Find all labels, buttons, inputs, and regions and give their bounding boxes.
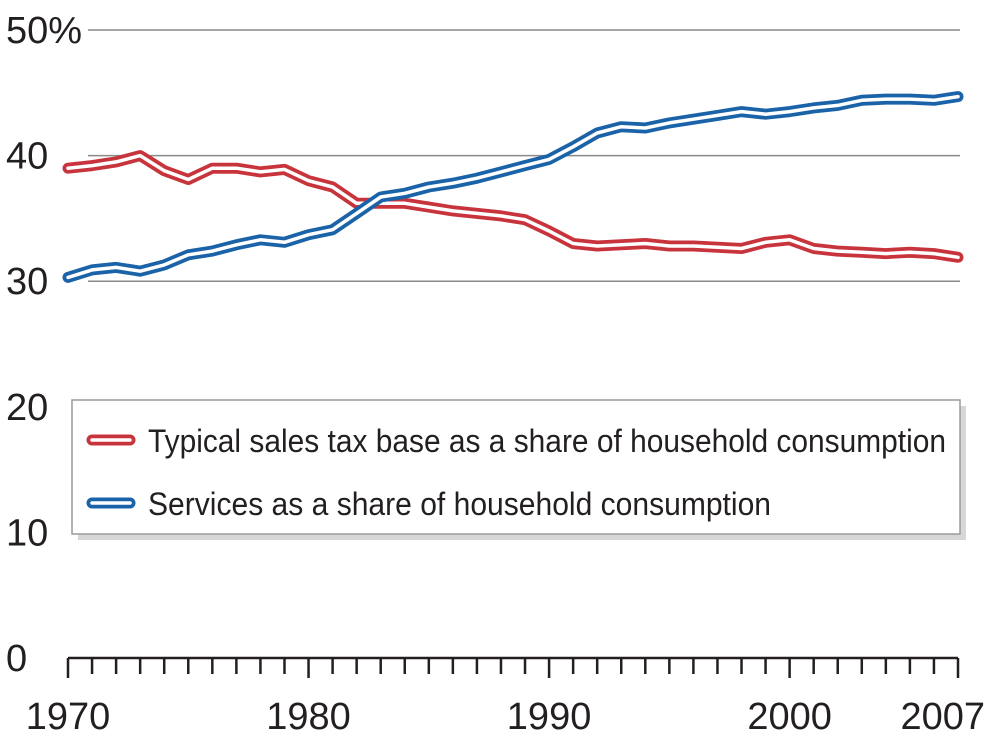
y-tick-label: 40: [6, 136, 48, 178]
legend-box: [71, 399, 961, 535]
series-line-1: [62, 150, 964, 263]
x-axis: 1970 1980 1990 2000 2007: [26, 656, 985, 738]
series-lines: [62, 91, 964, 283]
legend-label: Services as a share of household consump…: [148, 486, 771, 522]
legend-item: Services as a share of household consump…: [86, 486, 771, 522]
series-stroke-inner: [66, 153, 960, 260]
y-tick-label: 0: [6, 638, 27, 680]
x-tick-label: 2000: [747, 696, 832, 738]
series-stroke-inner: [66, 94, 960, 280]
legend-label: Typical sales tax base as a share of hou…: [148, 423, 946, 459]
y-axis-tick-labels: 0 10 20 30 40 50%: [6, 10, 82, 680]
legend-item: Typical sales tax base as a share of hou…: [86, 423, 946, 459]
x-tick-label: 1990: [507, 696, 592, 738]
x-tick-label: 2007: [900, 696, 985, 738]
x-tick-label: 1970: [26, 696, 111, 738]
y-tick-label: 10: [6, 512, 48, 554]
x-tick-label: 1980: [266, 696, 351, 738]
y-tick-label: 20: [6, 387, 48, 429]
series-line-2: [62, 91, 964, 283]
y-tick-label: 50%: [6, 10, 82, 52]
legend: Typical sales tax base as a share of hou…: [71, 399, 966, 540]
y-tick-label: 30: [6, 261, 48, 303]
